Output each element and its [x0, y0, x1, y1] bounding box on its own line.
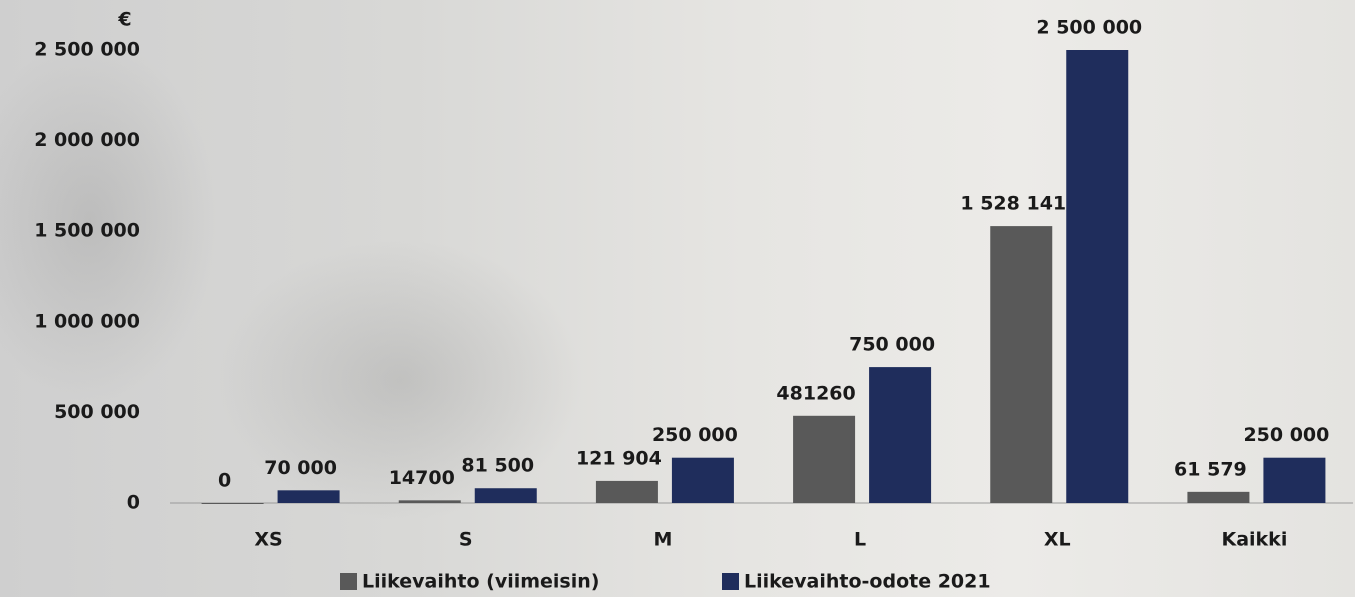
- legend-label: Liikevaihto (viimeisin): [362, 571, 599, 593]
- bar: [990, 226, 1052, 503]
- y-tick-label: 0: [127, 492, 140, 514]
- bar: [399, 500, 461, 503]
- x-tick-label: XS: [254, 529, 282, 551]
- legend-label: Liikevaihto-odote 2021: [744, 571, 991, 593]
- value-label: 250 000: [1243, 424, 1329, 446]
- x-tick-label: XL: [1044, 529, 1071, 551]
- y-axis-label: €: [117, 9, 131, 31]
- value-label: 61 579: [1174, 458, 1247, 480]
- value-label: 14700: [389, 467, 455, 489]
- value-label: 0: [218, 470, 231, 492]
- value-label: 750 000: [849, 334, 935, 356]
- bar: [596, 481, 658, 503]
- x-tick-label: L: [854, 529, 866, 551]
- bar: [793, 416, 855, 503]
- bar: [869, 367, 931, 503]
- x-tick-label: S: [459, 529, 473, 551]
- y-tick-label: 2 500 000: [34, 39, 140, 61]
- bar: [202, 503, 264, 504]
- x-tick-label: Kaikki: [1221, 529, 1287, 551]
- bar: [1187, 492, 1249, 503]
- bar: [475, 488, 537, 503]
- bar: [1263, 458, 1325, 503]
- bar: [1066, 50, 1128, 503]
- value-label: 81 500: [461, 455, 534, 477]
- value-label: 1 528 141: [960, 193, 1066, 215]
- legend-swatch: [340, 573, 357, 590]
- y-tick-label: 1 500 000: [34, 220, 140, 242]
- legend-swatch: [722, 573, 739, 590]
- y-tick-label: 1 000 000: [34, 310, 140, 332]
- value-label: 481260: [776, 382, 855, 404]
- value-label: 2 500 000: [1036, 17, 1142, 39]
- y-tick-label: 2 000 000: [34, 129, 140, 151]
- value-label: 121 904: [576, 447, 662, 469]
- x-tick-label: M: [653, 529, 672, 551]
- bar: [672, 458, 734, 503]
- y-tick-label: 500 000: [54, 401, 140, 423]
- value-label: 70 000: [264, 457, 337, 479]
- bar: [278, 490, 340, 503]
- chart: € 0 500 000 1 000 000 1 500 000 2 000 000 2 5…: [0, 0, 1355, 597]
- value-label: 250 000: [652, 424, 738, 446]
